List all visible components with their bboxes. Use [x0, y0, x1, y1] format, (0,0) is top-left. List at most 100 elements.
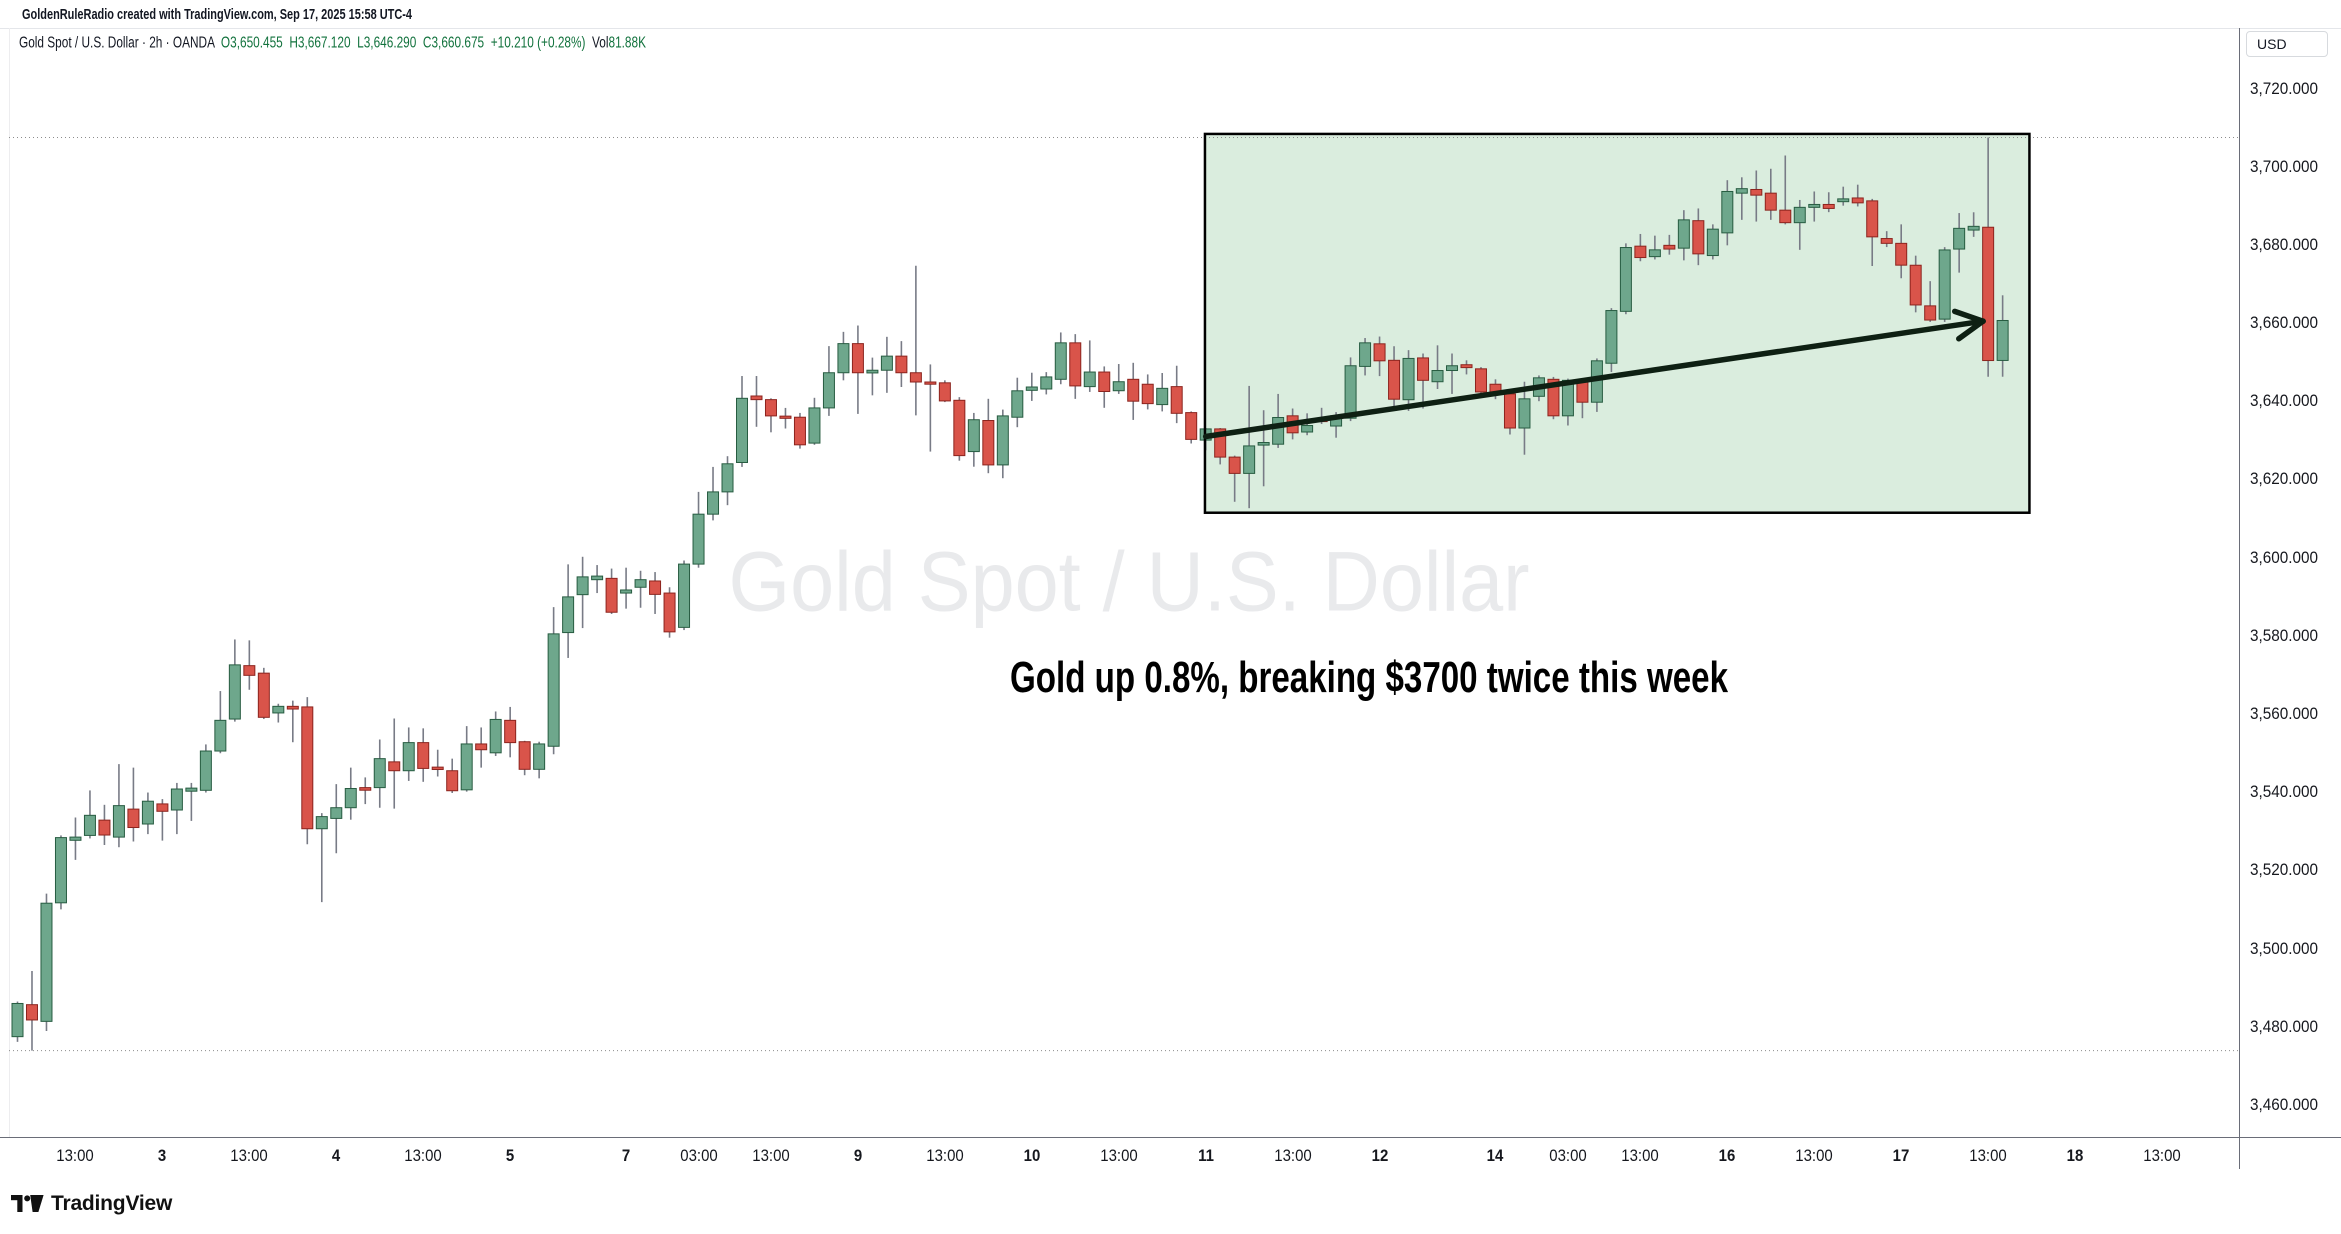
legend-interval[interactable]: 2h [149, 34, 163, 52]
legend-separator: · [162, 34, 173, 52]
candle-body [1793, 206, 1806, 224]
candle-body [764, 399, 777, 417]
candle-body [1025, 386, 1038, 391]
candle-body [1837, 198, 1850, 203]
pane-left-border [9, 28, 10, 1137]
candle-body [1359, 342, 1372, 367]
candle-body [1663, 244, 1676, 250]
legend-volume-value: 81.88K [608, 34, 646, 52]
candle-body [431, 766, 444, 771]
highlight-box-border[interactable] [1203, 132, 2031, 514]
candle-body [591, 575, 604, 581]
time-tick-label: 13:00 [404, 1146, 442, 1165]
candle-body [620, 589, 633, 594]
candle-body [1214, 428, 1227, 458]
candle-body [1069, 342, 1082, 387]
candle-body [98, 819, 111, 836]
candle-body [1243, 445, 1256, 474]
candle-body [576, 576, 589, 596]
legend-open: O3,650.455 [220, 34, 283, 52]
candle-body [141, 800, 154, 825]
time-tick-label: 12 [1371, 1146, 1388, 1165]
time-tick-label: 17 [1892, 1146, 1910, 1165]
time-tick-label: 13:00 [230, 1146, 269, 1165]
time-tick-label: 9 [853, 1146, 863, 1165]
candle-body [982, 420, 995, 466]
annotation-text: Gold up 0.8%, breaking $3700 twice this … [1010, 653, 1728, 702]
time-tick-label: 7 [621, 1146, 631, 1165]
candle-body [402, 742, 415, 772]
candle-body [54, 837, 67, 904]
candle-body [1446, 365, 1459, 372]
price-tick-label: 3,460.000 [2250, 1094, 2319, 1114]
candle-body [112, 805, 125, 838]
tradingview-logo-icon [11, 1195, 44, 1212]
candle-body [1402, 357, 1415, 401]
candle-body [489, 718, 502, 754]
candle-body [388, 761, 401, 772]
candle-body [1982, 226, 1995, 362]
trend-arrow-head [1956, 318, 1986, 342]
candle-body [475, 743, 488, 751]
candle-body [1779, 209, 1792, 224]
header-divider [0, 28, 2341, 29]
candle-body [866, 369, 879, 374]
legend-close: C3,660.675 [422, 34, 485, 52]
candle-body [1706, 228, 1719, 257]
tradingview-logo-text: TradingView [51, 1192, 173, 1215]
legend-high: H3,667.120 [289, 34, 351, 52]
legend-exchange[interactable]: OANDA [172, 34, 215, 52]
candle-body [127, 808, 140, 829]
legend-change: +10.210 (+0.28%) [490, 34, 586, 52]
candle-body [953, 399, 966, 457]
candle-body [1301, 425, 1314, 433]
time-tick-label: 16 [1718, 1146, 1736, 1165]
candle-body [1257, 442, 1270, 446]
candle-body [1083, 371, 1096, 388]
currency-button[interactable]: USD [2246, 31, 2328, 57]
candle-body [69, 836, 82, 841]
candle-body [1503, 393, 1516, 429]
candle-body [880, 355, 893, 371]
candle-body [649, 580, 662, 595]
candle-body [924, 381, 937, 385]
candle-body [692, 513, 705, 565]
legend-symbol[interactable]: Gold Spot / U.S. Dollar [19, 34, 139, 52]
price-tick-label: 3,700.000 [2250, 156, 2319, 176]
symbol-legend[interactable]: Gold Spot / U.S. Dollar · 2h · OANDA O3,… [19, 35, 646, 53]
candle-body [721, 463, 734, 493]
candle-body [1228, 456, 1241, 474]
time-tick-label: 11 [1197, 1146, 1214, 1165]
candle-body [663, 592, 676, 633]
price-tick-label: 3,660.000 [2250, 313, 2319, 333]
candle-body [707, 491, 720, 515]
candle-body [1677, 219, 1690, 249]
candle-body [1054, 342, 1067, 380]
time-tick-label: 03:00 [1549, 1146, 1587, 1165]
candle-body [1764, 192, 1777, 211]
candle-body [1417, 357, 1430, 381]
candle-body [895, 355, 908, 374]
price-tick-label: 3,680.000 [2250, 234, 2319, 254]
candle-body [170, 788, 183, 811]
price-tick-label: 3,720.000 [2250, 78, 2319, 98]
price-tick-label: 3,480.000 [2250, 1016, 2319, 1036]
candle-body [678, 563, 691, 628]
candle-body [214, 719, 227, 752]
candle-body [793, 416, 806, 446]
candle-body [750, 395, 763, 401]
candle-body [1750, 188, 1763, 196]
time-tick-label: 13:00 [2143, 1146, 2181, 1165]
candle-body [1460, 364, 1473, 369]
trend-arrow-head [1951, 308, 1986, 324]
tradingview-logo[interactable]: TradingView [11, 1192, 172, 1216]
candle-body [1344, 365, 1357, 419]
trend-arrow-line[interactable] [1202, 318, 1986, 440]
currency-label: USD [2257, 36, 2287, 52]
candle-body [1112, 381, 1125, 392]
candle-body [272, 705, 285, 714]
time-tick-label: 14 [1487, 1146, 1504, 1165]
candle-body [243, 665, 256, 676]
